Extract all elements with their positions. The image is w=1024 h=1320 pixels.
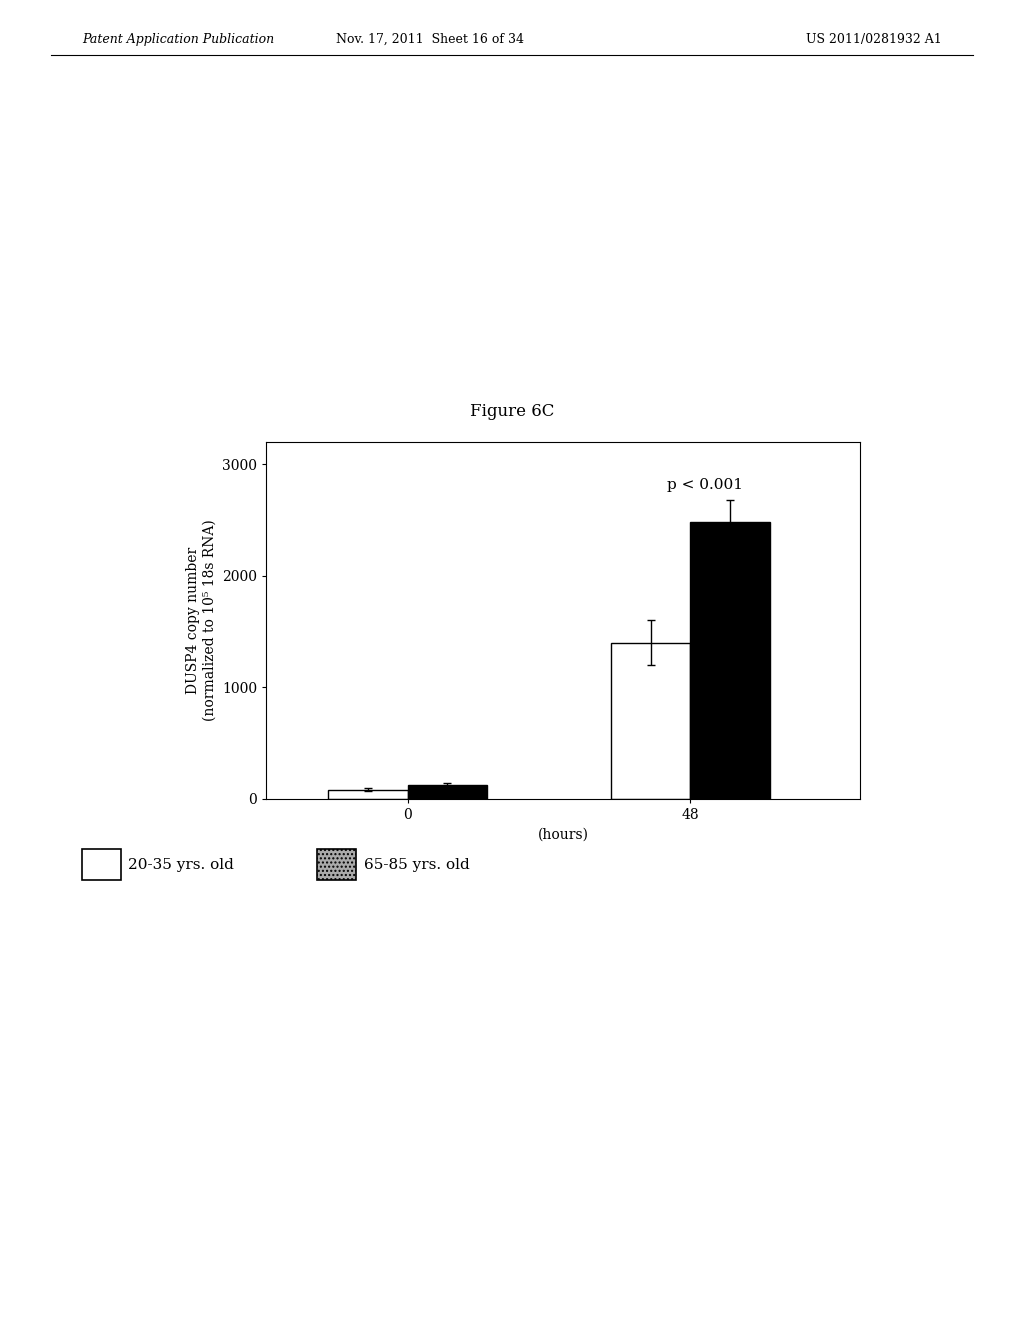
X-axis label: (hours): (hours): [538, 828, 589, 841]
Text: 20-35 yrs. old: 20-35 yrs. old: [128, 858, 233, 871]
Text: Figure 6C: Figure 6C: [470, 403, 554, 420]
Y-axis label: DUSP4 copy number
(normalized to 10⁵ 18s RNA): DUSP4 copy number (normalized to 10⁵ 18s…: [186, 520, 216, 721]
Text: 65-85 yrs. old: 65-85 yrs. old: [364, 858, 469, 871]
Text: p < 0.001: p < 0.001: [667, 478, 742, 492]
Text: Patent Application Publication: Patent Application Publication: [82, 33, 274, 46]
Bar: [690, 523, 770, 799]
Text: Nov. 17, 2011  Sheet 16 of 34: Nov. 17, 2011 Sheet 16 of 34: [336, 33, 524, 46]
Bar: [611, 643, 690, 799]
Bar: [329, 789, 408, 799]
Bar: [408, 785, 486, 799]
Text: US 2011/0281932 A1: US 2011/0281932 A1: [806, 33, 942, 46]
